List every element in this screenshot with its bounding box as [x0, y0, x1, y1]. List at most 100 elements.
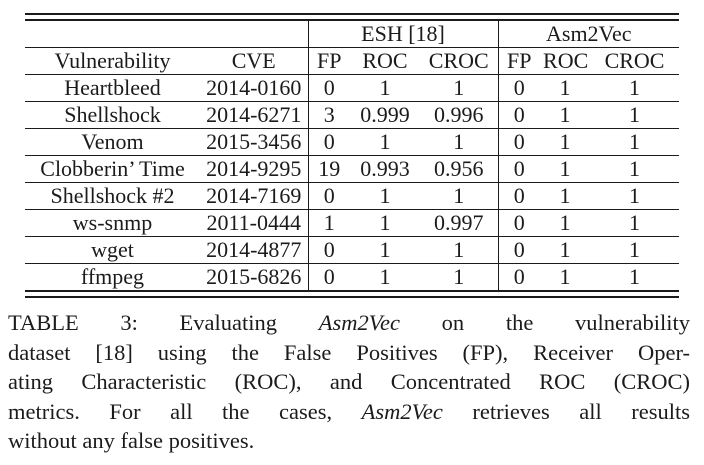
- caption-line: dataset [18] using the False Positives (…: [8, 338, 690, 368]
- caption-text: retrieves all results: [442, 398, 691, 424]
- metric-cell: 0: [323, 264, 335, 289]
- caption-text: dataset [18] using the False Positives (…: [8, 339, 690, 365]
- vulnerability-cell: Shellshock: [25, 101, 200, 129]
- metric-cell: 1: [540, 74, 591, 102]
- vulnerability-cell: ws-snmp: [25, 209, 200, 237]
- caption-line: ating Characteristic (ROC), and Concentr…: [8, 367, 690, 397]
- metric-cell: 0: [498, 209, 541, 237]
- column-header-croc-esh: CROC: [420, 47, 499, 75]
- metric-cell: 1: [559, 264, 571, 289]
- metric-cell: 1: [308, 209, 350, 237]
- column-header-roc-esh: ROC: [350, 47, 420, 75]
- metric-cell: 0.956: [420, 155, 499, 183]
- metric-cell: 0.996: [420, 101, 499, 129]
- table-row: Venom 2015-3456 0 1 1 0 1 1: [25, 128, 680, 156]
- caption-text: ating Characteristic (ROC), and Concentr…: [8, 369, 690, 394]
- column-header-fp-esh: FP: [308, 47, 350, 75]
- metric-cell: 1: [379, 264, 391, 289]
- caption-text: metrics. For all the cases,: [8, 398, 362, 424]
- metric-cell: 0: [498, 128, 541, 156]
- column-header-vulnerability: Vulnerability: [25, 47, 200, 75]
- table-bottom-rule: [25, 290, 679, 298]
- caption-line: without any false positives.: [8, 426, 690, 456]
- caption-text: TABLE 3: Evaluating: [8, 310, 319, 335]
- vulnerability-cell: Venom: [25, 128, 200, 156]
- results-table: ESH [18] Asm2Vec Vulnerability CVE FP RO…: [25, 13, 680, 298]
- metric-cell: 0.993: [350, 155, 420, 183]
- caption-text: on the vulnerability: [399, 310, 690, 335]
- caption-line: TABLE 3: Evaluating Asm2Vec on the vulne…: [8, 308, 690, 338]
- cve-cell: 2014-6271: [200, 101, 309, 129]
- cve-cell: 2015-3456: [200, 128, 309, 156]
- metric-cell: 1: [420, 74, 499, 102]
- metric-cell: 0: [498, 101, 541, 129]
- cve-cell: 2014-9295: [200, 155, 309, 183]
- metric-cell: 0: [498, 155, 541, 183]
- vulnerability-cell: ffmpeg: [80, 264, 145, 289]
- metric-cell: 1: [350, 128, 420, 156]
- column-header-row: Vulnerability CVE FP ROC CROC FP ROC CRO…: [25, 47, 680, 75]
- metric-cell: 1: [590, 101, 680, 129]
- metric-cell: 0: [308, 128, 350, 156]
- metric-cell: 1: [629, 264, 641, 289]
- table-row: ws-snmp 2011-0444 1 1 0.997 0 1 1: [25, 209, 680, 237]
- table-row: Heartbleed 2014-0160 0 1 1 0 1 1: [25, 74, 680, 102]
- cve-cell: 2011-0444: [200, 209, 309, 237]
- metric-cell: 1: [420, 263, 499, 290]
- cve-cell: 2014-4877: [200, 236, 309, 264]
- metric-cell: 1: [540, 101, 591, 129]
- cve-cell: 2015-6826: [200, 263, 309, 290]
- metric-cell: 1: [590, 155, 680, 183]
- vulnerability-cell: Clobberin’ Time: [25, 155, 200, 183]
- metric-cell: 3: [308, 101, 350, 129]
- metric-cell: 1: [590, 128, 680, 156]
- group-header-empty: [25, 21, 309, 48]
- cve-cell: 2014-0160: [200, 74, 309, 102]
- table-top-rule: [25, 13, 679, 21]
- metric-cell: 1: [420, 236, 499, 264]
- metric-cell: 1: [350, 74, 420, 102]
- metric-cell: 1: [350, 236, 420, 264]
- group-header-esh: ESH [18]: [308, 21, 499, 48]
- metric-cell: 1: [350, 209, 420, 237]
- column-header-croc-asm2vec: CROC: [590, 47, 680, 75]
- vulnerability-cell: Heartbleed: [25, 74, 200, 102]
- metric-cell: 0: [498, 182, 541, 210]
- metric-cell: 0.999: [350, 101, 420, 129]
- vulnerability-table: ESH [18] Asm2Vec Vulnerability CVE FP RO…: [25, 21, 680, 290]
- metric-cell: 1: [540, 209, 591, 237]
- table-row: Shellshock #2 2014-7169 0 1 1 0 1 1: [25, 182, 680, 210]
- metric-cell: 1: [590, 236, 680, 264]
- table-body: Heartbleed 2014-0160 0 1 1 0 1 1 Shellshock 2014-…: [25, 74, 680, 290]
- group-header-asm2vec: Asm2Vec: [498, 21, 680, 48]
- group-header-row: ESH [18] Asm2Vec: [25, 21, 680, 48]
- column-header-fp-asm2vec: FP: [498, 47, 541, 75]
- caption-italic-term: Asm2Vec: [318, 310, 400, 335]
- metric-cell: 0: [308, 74, 350, 102]
- vulnerability-cell: wget: [25, 236, 200, 264]
- table-row: Clobberin’ Time 2014-9295 19 0.993 0.956 0 1 1: [25, 155, 680, 183]
- metric-cell: 19: [308, 155, 350, 183]
- table-row: ffmpeg 2015-6826 0 1 1 0 1 1: [25, 263, 679, 290]
- metric-cell: 1: [590, 74, 680, 102]
- metric-cell: 1: [420, 128, 499, 156]
- metric-cell: 1: [590, 182, 680, 210]
- metric-cell: 0: [498, 236, 541, 264]
- metric-cell: 1: [350, 182, 420, 210]
- column-header-roc-asm2vec: ROC: [540, 47, 591, 75]
- table-row: Shellshock 2014-6271 3 0.999 0.996 0 1 1: [25, 101, 680, 129]
- metric-cell: 0: [308, 182, 350, 210]
- metric-cell: 0: [498, 74, 541, 102]
- metric-cell: 1: [540, 182, 591, 210]
- table-caption: TABLE 3: Evaluating Asm2Vec on the vulne…: [8, 308, 690, 456]
- metric-cell: 1: [540, 236, 591, 264]
- cve-cell: 2014-7169: [200, 182, 309, 210]
- metric-cell: 0: [308, 236, 350, 264]
- caption-italic-term: Asm2Vec: [361, 398, 443, 424]
- metric-cell: 1: [540, 128, 591, 156]
- caption-line: metrics. For all the cases, Asm2Vec retr…: [8, 397, 690, 427]
- metric-cell: 1: [420, 182, 499, 210]
- column-header-cve: CVE: [200, 47, 309, 75]
- metric-cell: 1: [590, 209, 680, 237]
